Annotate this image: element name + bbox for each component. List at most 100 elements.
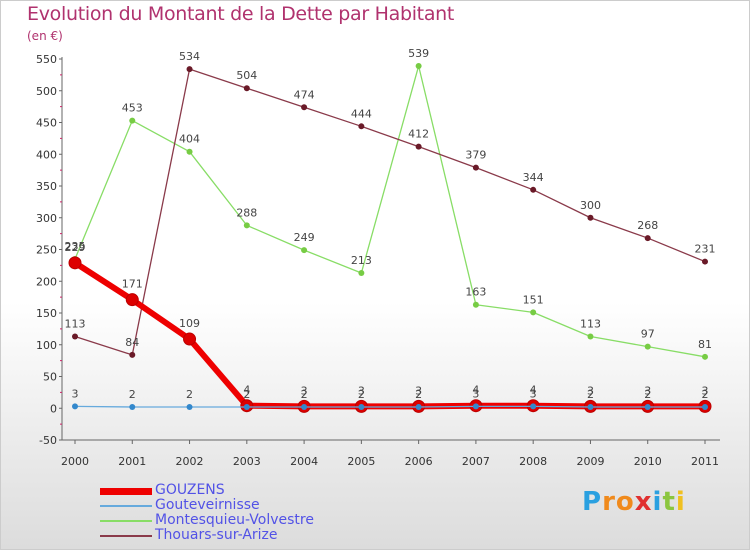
axes: -50 0 50 100 150 200 250 300 350 400 450 500 550 2000… bbox=[36, 53, 720, 468]
legend: GOUZENS Gouteveirnisse Montesquieu-Volve… bbox=[100, 482, 360, 544]
data-point bbox=[472, 164, 479, 171]
data-label: 2 bbox=[587, 388, 594, 401]
data-label: 249 bbox=[294, 231, 315, 244]
data-label: 229 bbox=[65, 241, 86, 254]
series-gouteveirnisse bbox=[72, 403, 708, 410]
data-label: 404 bbox=[179, 133, 200, 146]
data-point bbox=[129, 403, 136, 410]
data-label: 3 bbox=[301, 384, 308, 397]
data-label: 379 bbox=[465, 149, 486, 162]
data-point bbox=[358, 403, 365, 410]
data-point bbox=[301, 104, 308, 111]
series-line bbox=[74, 68, 706, 356]
data-labels: 235 453 404 288 249 213 539 163 151 113 97 81 113 84 5… bbox=[65, 47, 716, 401]
data-point bbox=[68, 256, 82, 270]
data-label: 2 bbox=[415, 388, 422, 401]
data-point bbox=[644, 235, 651, 242]
series-line bbox=[74, 405, 706, 408]
proxiti-logo: Proxiti bbox=[582, 487, 686, 517]
data-point bbox=[702, 258, 708, 265]
legend-label: Gouteveirnisse bbox=[155, 497, 260, 513]
legend-item-thouars-sur-arize: Thouars-sur-Arize bbox=[100, 527, 360, 544]
data-point bbox=[472, 403, 479, 410]
data-label: 2 bbox=[301, 388, 308, 401]
data-label: 268 bbox=[637, 219, 658, 232]
logo-letter: t bbox=[662, 487, 676, 517]
data-point bbox=[587, 214, 594, 221]
data-label: 344 bbox=[523, 171, 544, 184]
data-point bbox=[415, 403, 422, 410]
data-point bbox=[702, 353, 708, 360]
data-label: 2 bbox=[644, 388, 651, 401]
data-label: 3 bbox=[358, 384, 365, 397]
data-point bbox=[530, 309, 537, 316]
data-label: 4 bbox=[472, 384, 479, 397]
x-tick-label: 2006 bbox=[405, 455, 433, 468]
logo-letter: r bbox=[602, 487, 616, 517]
x-tick-label: 2008 bbox=[519, 455, 547, 468]
x-tick-label: 2000 bbox=[61, 455, 89, 468]
chart-title: Evolution du Montant de la Dette par Hab… bbox=[27, 3, 455, 25]
data-point bbox=[530, 186, 537, 193]
data-point bbox=[186, 66, 193, 73]
data-label: 213 bbox=[351, 254, 372, 267]
data-label: 3 bbox=[644, 384, 651, 397]
series-line bbox=[74, 65, 706, 358]
series-layer bbox=[68, 62, 712, 413]
data-point bbox=[243, 222, 250, 229]
legend-label: GOUZENS bbox=[155, 482, 225, 498]
data-label: 412 bbox=[408, 128, 429, 141]
data-point bbox=[644, 343, 651, 350]
data-label: 3 bbox=[587, 384, 594, 397]
y-tick-label: 150 bbox=[36, 307, 57, 320]
data-label: 3 bbox=[72, 387, 79, 400]
logo-letter: o bbox=[615, 487, 635, 517]
x-tick-label: 2005 bbox=[347, 455, 375, 468]
data-label: 288 bbox=[236, 206, 257, 219]
legend-swatch bbox=[100, 535, 152, 537]
data-label: 4 bbox=[530, 384, 537, 397]
data-point bbox=[243, 85, 250, 92]
data-point bbox=[587, 333, 594, 340]
data-point bbox=[415, 143, 422, 150]
data-label: 97 bbox=[641, 328, 655, 341]
data-label: 113 bbox=[65, 317, 86, 330]
data-label: 453 bbox=[122, 102, 143, 115]
x-tick-label: 2009 bbox=[576, 455, 604, 468]
data-label: 2 bbox=[358, 388, 365, 401]
logo-letter: P bbox=[582, 487, 603, 517]
data-point bbox=[358, 123, 365, 130]
legend-label: Montesquieu-Volvestre bbox=[155, 512, 314, 528]
y-tick-label: 550 bbox=[36, 53, 57, 66]
legend-swatch bbox=[100, 487, 152, 495]
x-tick-label: 2003 bbox=[233, 455, 261, 468]
logo-letter: i bbox=[675, 487, 686, 517]
data-label: 3 bbox=[415, 384, 422, 397]
data-point bbox=[301, 403, 308, 410]
y-tick-label: 0 bbox=[50, 402, 57, 415]
series-line bbox=[72, 259, 708, 410]
x-tick-label: 2010 bbox=[634, 455, 662, 468]
data-point bbox=[415, 62, 422, 69]
y-tick-label: 400 bbox=[36, 148, 57, 161]
x-tick-label: 2011 bbox=[691, 455, 719, 468]
data-label: 504 bbox=[236, 69, 257, 82]
data-label: 300 bbox=[580, 199, 601, 212]
data-label: 81 bbox=[698, 338, 712, 351]
legend-label: Thouars-sur-Arize bbox=[155, 527, 278, 543]
data-label: 444 bbox=[351, 107, 372, 120]
legend-item-gouzens: GOUZENS bbox=[100, 482, 360, 499]
data-point bbox=[644, 403, 651, 410]
series-montesquieu-volvestre bbox=[72, 62, 708, 360]
y-tick-label: 450 bbox=[36, 117, 57, 130]
data-label: 231 bbox=[695, 243, 716, 256]
logo-letter: i bbox=[652, 487, 663, 517]
data-label: 2 bbox=[243, 388, 250, 401]
x-tick-label: 2002 bbox=[176, 455, 204, 468]
y-tick-label: -50 bbox=[39, 434, 57, 447]
data-point bbox=[587, 403, 594, 410]
data-point bbox=[72, 333, 78, 340]
chart-subtitle: (en €) bbox=[27, 29, 63, 43]
